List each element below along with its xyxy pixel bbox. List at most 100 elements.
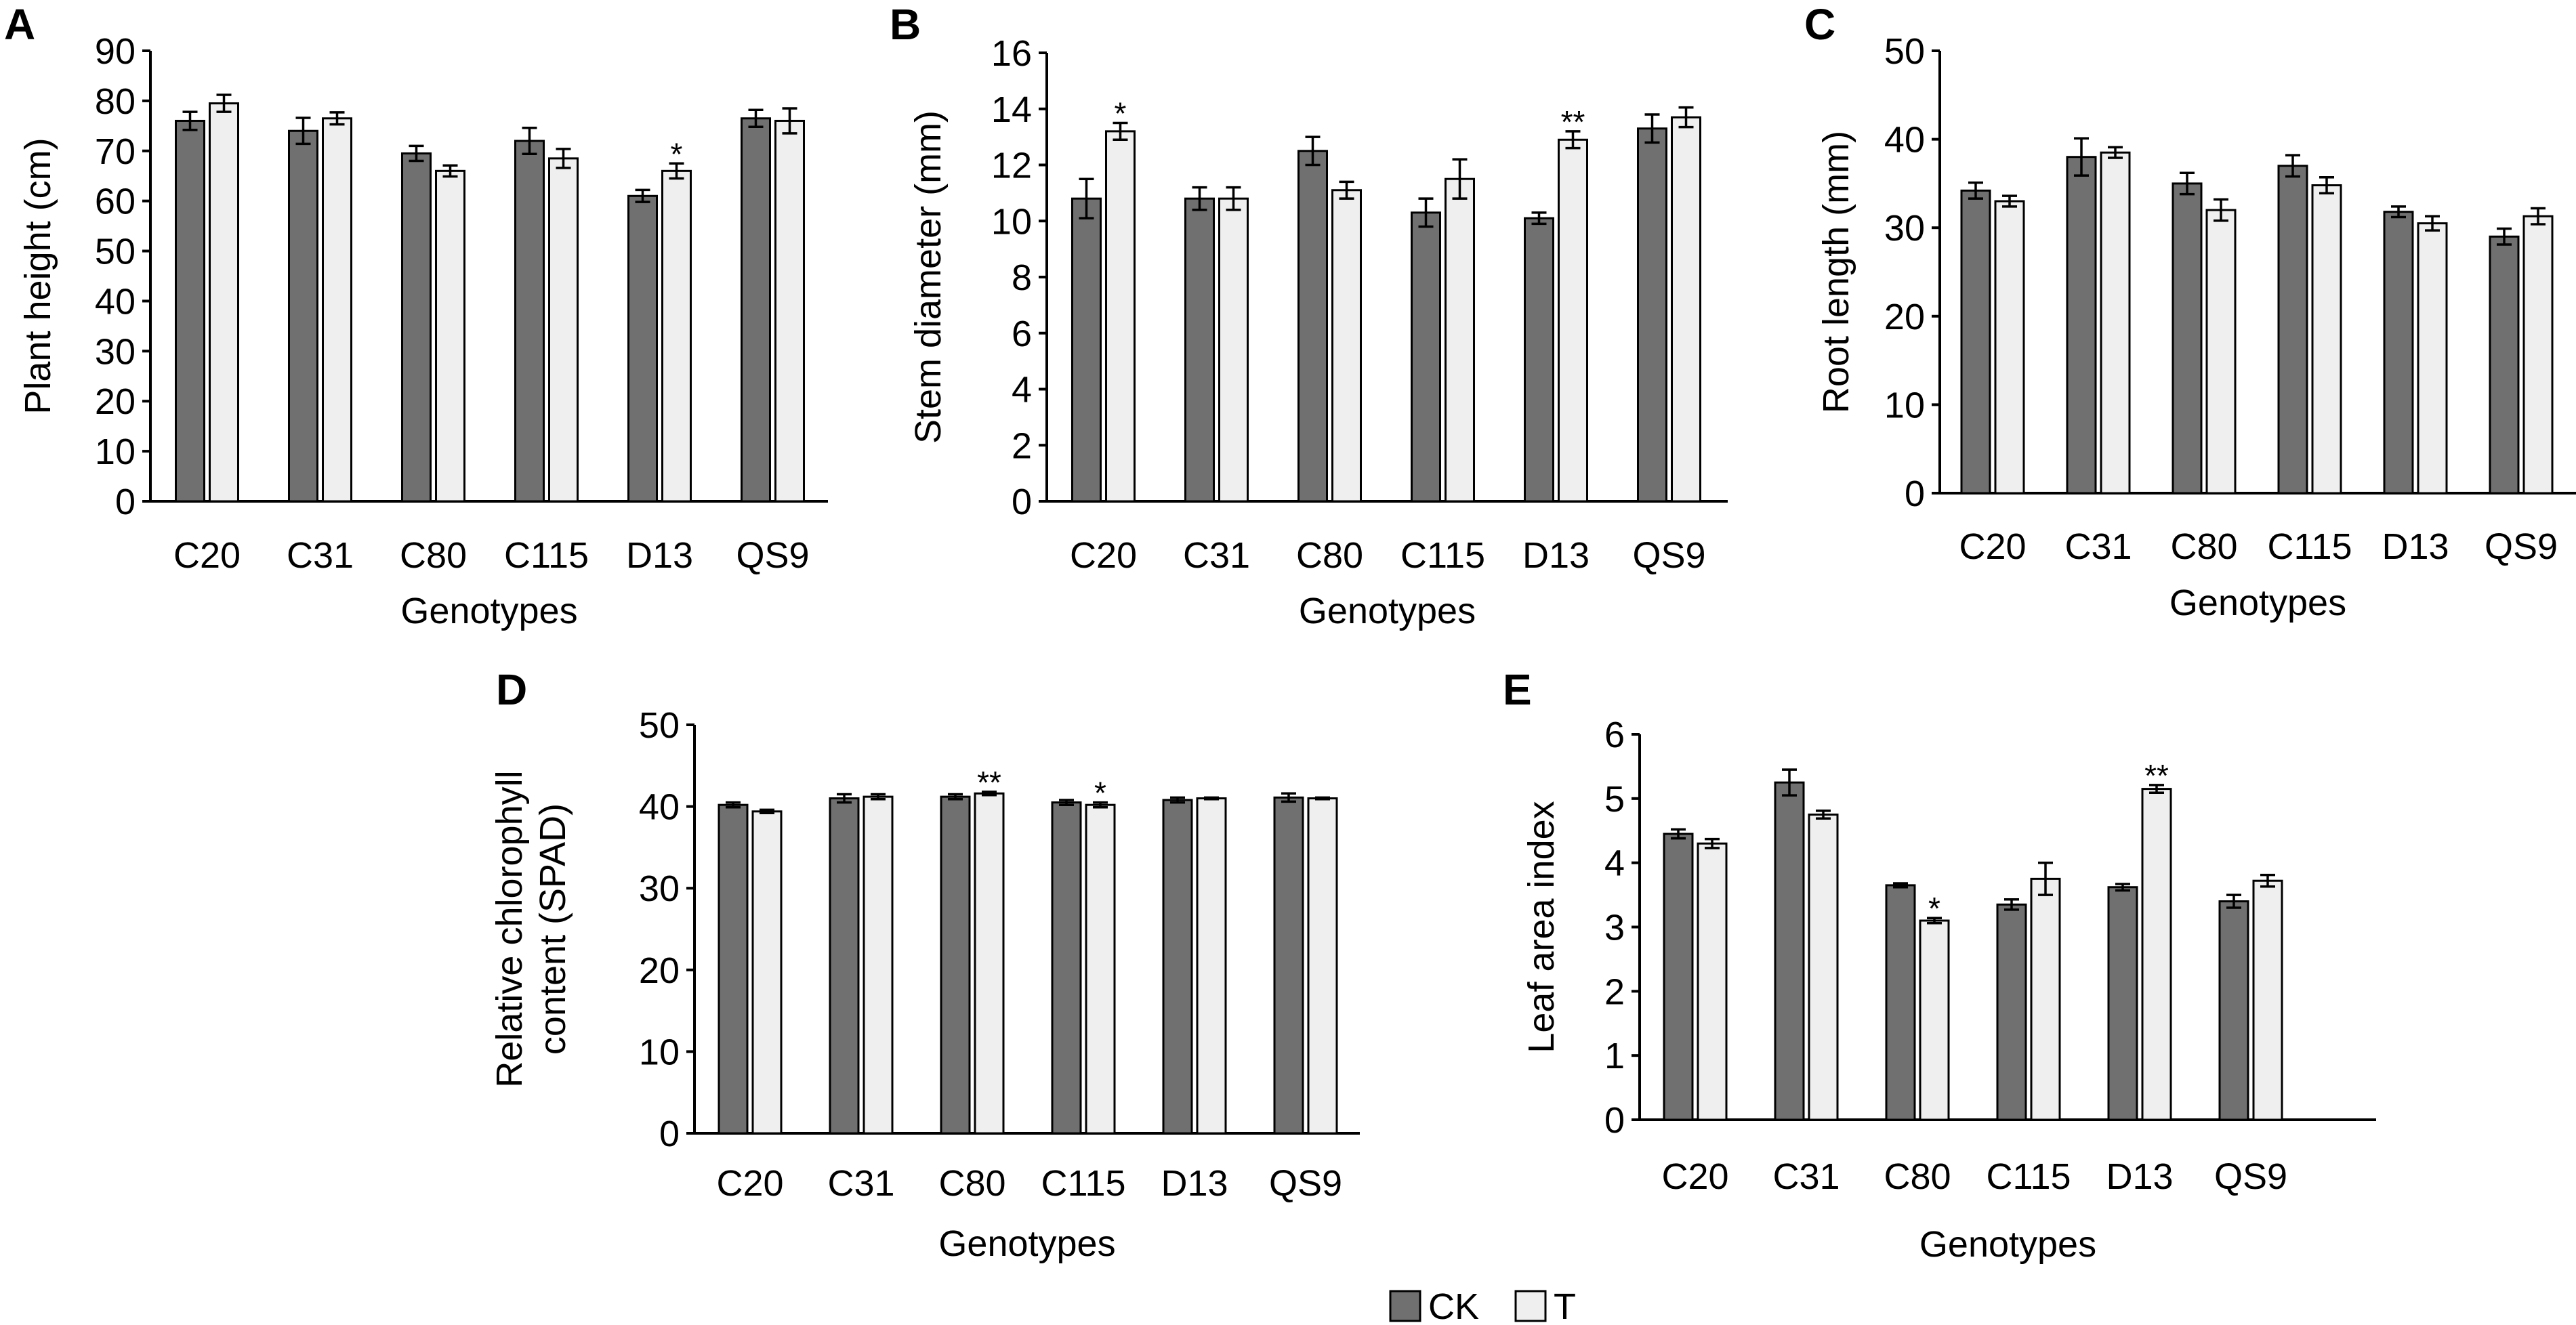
panel-letter-b: B: [890, 0, 921, 49]
y-tick-label: 4: [1604, 843, 1625, 884]
bar-t-c20: [1994, 200, 2025, 495]
y-tick-label: 10: [95, 432, 136, 472]
bar-ck-qs9: [1273, 796, 1304, 1135]
bar-ck-d13: [2107, 886, 2138, 1121]
bar-ck-c20: [1960, 189, 1991, 495]
bar-t-c80: [974, 792, 1005, 1135]
bar-ck-c80: [1885, 884, 1916, 1121]
x-tick-label: QS9: [1269, 1163, 1342, 1204]
bar-t-c20: [1697, 842, 1728, 1121]
x-tick-label: C20: [716, 1163, 783, 1204]
bar-ck-c31: [288, 129, 318, 503]
bar-ck-c20: [718, 803, 749, 1135]
bar-t-qs9: [1671, 116, 1701, 503]
y-tick-label: 2: [1604, 971, 1625, 1012]
panel-c: C 0 10 20 30 40 50 Root length (mm) Genotypes C20…: [1804, 0, 2576, 623]
x-axis-title: Genotypes: [1299, 591, 1476, 631]
y-tick-label: 0: [115, 482, 136, 522]
y-tick-label: 20: [1884, 297, 1925, 337]
bar-t-c80: [1919, 919, 1950, 1121]
y-axis-title: Leaf area index: [1521, 801, 1562, 1053]
x-tick-label: C31: [1183, 535, 1250, 576]
bar-t-c31: [1218, 197, 1249, 503]
y-tick-label: 40: [1884, 120, 1925, 161]
x-tick-label: C115: [2267, 526, 2352, 567]
bar-ck-c115: [2277, 165, 2308, 495]
y-tick-label: 30: [639, 868, 680, 909]
x-tick-label: C80: [1296, 535, 1363, 576]
y-tick-label: 90: [95, 31, 136, 72]
bar-ck-c115: [1996, 903, 2027, 1121]
significance-marker: *: [1928, 891, 1940, 926]
x-tick-label: C20: [1959, 526, 2026, 567]
significance-marker: *: [1115, 96, 1127, 131]
bar-t-c31: [2100, 151, 2131, 495]
bar-t-c115: [548, 157, 579, 503]
y-tick-label: 10: [1884, 385, 1925, 425]
y-tick-label: 0: [1905, 474, 1925, 514]
y-tick-label: 0: [659, 1114, 680, 1154]
bar-ck-d13: [2383, 211, 2414, 495]
y-tick-label: 2: [1012, 425, 1032, 466]
x-tick-label: QS9: [736, 535, 809, 576]
x-tick-label: D13: [1161, 1163, 1228, 1204]
y-tick-label: 5: [1604, 779, 1625, 820]
y-tick-label: 0: [1012, 482, 1032, 522]
y-tick-label: 1: [1604, 1036, 1625, 1076]
bar-ck-qs9: [2218, 900, 2249, 1121]
x-tick-label: C115: [1041, 1163, 1125, 1204]
y-tick-label: 6: [1604, 715, 1625, 755]
x-tick-label: C80: [400, 535, 467, 576]
x-tick-label: C115: [1400, 535, 1485, 576]
y-tick-label: 30: [1884, 208, 1925, 249]
bar-t-c80: [1331, 189, 1362, 503]
y-tick-label: 30: [95, 331, 136, 372]
bar-t-d13: [661, 169, 692, 503]
x-tick-label: D13: [1522, 535, 1590, 576]
bar-ck-qs9: [2489, 235, 2520, 495]
y-axis-title: Relative chlorophyll: [489, 770, 530, 1087]
x-tick-label: C31: [287, 535, 354, 576]
legend-label-t: T: [1554, 1286, 1576, 1325]
y-tick-label: 80: [95, 81, 136, 122]
y-tick-label: 0: [1604, 1100, 1625, 1141]
bar-t-qs9: [1307, 797, 1338, 1135]
x-tick-label: C20: [173, 535, 241, 576]
significance-marker: **: [977, 765, 1001, 800]
y-axis-title: Root length (mm): [1816, 131, 1856, 413]
panel-letter-d: D: [496, 665, 527, 714]
y-tick-label: 16: [991, 33, 1032, 74]
y-tick-label: 70: [95, 131, 136, 172]
bar-t-c31: [322, 117, 352, 503]
x-tick-label: C31: [827, 1163, 894, 1204]
x-tick-label: C31: [2064, 526, 2132, 567]
x-tick-label: C80: [938, 1163, 1005, 1204]
y-tick-label: 50: [639, 705, 680, 746]
bar-t-c115: [1445, 177, 1475, 503]
bar-t-c115: [1085, 803, 1116, 1135]
bar-ck-c31: [829, 797, 860, 1135]
significance-marker: *: [671, 136, 683, 171]
y-tick-label: 10: [991, 201, 1032, 242]
bar-ck-c20: [1663, 833, 1694, 1121]
bar-ck-qs9: [741, 117, 771, 503]
bar-t-c115: [2311, 184, 2342, 495]
x-tick-label: QS9: [2485, 526, 2558, 567]
bar-ck-c115: [1051, 801, 1082, 1135]
bar-ck-c80: [1297, 150, 1328, 503]
bar-ck-qs9: [1637, 127, 1667, 503]
bar-ck-c31: [2066, 156, 2097, 495]
x-tick-label: D13: [2382, 526, 2449, 567]
x-tick-label: C115: [1986, 1156, 2071, 1197]
y-tick-label: 12: [991, 146, 1032, 186]
y-tick-label: 3: [1604, 908, 1625, 948]
panel-letter-c: C: [1804, 0, 1835, 49]
panel-d: D 0 10 20 30 40 50 Relative chlorophyll content …: [489, 665, 1360, 1264]
y-tick-label: 20: [95, 381, 136, 422]
panel-b: B 0 2 4 6 8 10 12 14 16 Stem diameter (mm) Genotype…: [890, 0, 1728, 631]
y-axis-title: Stem diameter (mm): [908, 110, 949, 444]
x-axis-title: Genotypes: [400, 591, 577, 631]
y-tick-label: 6: [1012, 314, 1032, 354]
y-tick-label: 50: [95, 232, 136, 272]
